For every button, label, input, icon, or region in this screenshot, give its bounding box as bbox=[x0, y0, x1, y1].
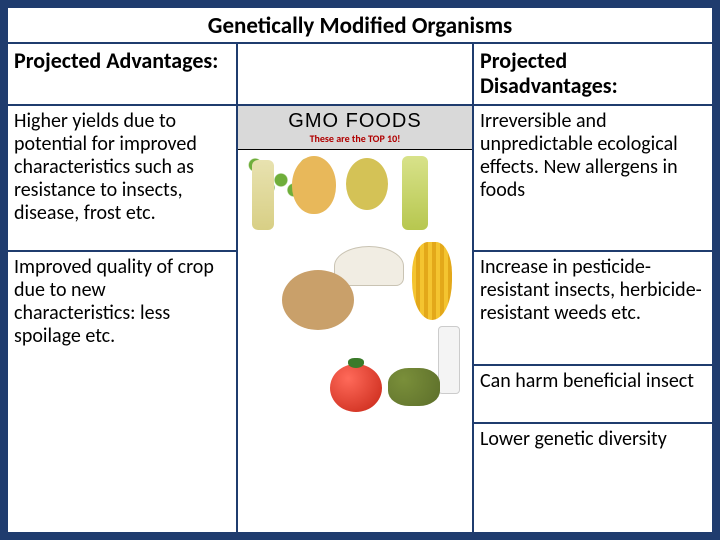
disadvantages-row-3: Can harm beneficial insect bbox=[474, 366, 712, 424]
food-canola-bottle-icon bbox=[402, 156, 428, 230]
food-milk-icon bbox=[438, 326, 460, 394]
image-header-empty bbox=[238, 44, 472, 106]
disadvantages-column: Projected Disadvantages: Irreversible an… bbox=[474, 44, 712, 532]
disadvantages-row-1: Irreversible and unpredictable ecologica… bbox=[474, 106, 712, 252]
slide-frame: Genetically Modified Organisms Projected… bbox=[6, 6, 714, 534]
disadvantages-row-2: Increase in pesticide-resistant insects,… bbox=[474, 252, 712, 366]
gmo-foods-image: GMO FOODS These are the TOP 10! bbox=[238, 106, 472, 532]
food-potato-icon bbox=[282, 270, 354, 330]
gmo-banner-title: GMO FOODS bbox=[288, 110, 421, 133]
food-soy-icon bbox=[388, 368, 440, 406]
image-column: GMO FOODS These are the TOP 10! bbox=[238, 44, 474, 532]
disadvantages-row-4: Lower genetic diversity bbox=[474, 424, 712, 532]
advantages-row-1: Higher yields due to potential for impro… bbox=[8, 106, 236, 252]
food-squash-icon bbox=[346, 158, 388, 210]
gmo-foods-collage bbox=[238, 150, 472, 532]
gmo-banner: GMO FOODS These are the TOP 10! bbox=[238, 106, 472, 150]
food-oil-bottle-icon bbox=[252, 160, 274, 230]
slide-title: Genetically Modified Organisms bbox=[8, 8, 712, 44]
advantages-row-2: Improved quality of crop due to new char… bbox=[8, 252, 236, 532]
food-tomato-icon bbox=[330, 364, 382, 412]
gmo-banner-subtitle: These are the TOP 10! bbox=[310, 133, 401, 145]
advantages-header: Projected Advantages: bbox=[8, 44, 236, 106]
content-grid: Projected Advantages: Higher yields due … bbox=[8, 44, 712, 532]
food-corn-icon bbox=[412, 242, 452, 320]
food-papaya-icon bbox=[292, 156, 336, 214]
disadvantages-header: Projected Disadvantages: bbox=[474, 44, 712, 106]
advantages-column: Projected Advantages: Higher yields due … bbox=[8, 44, 238, 532]
